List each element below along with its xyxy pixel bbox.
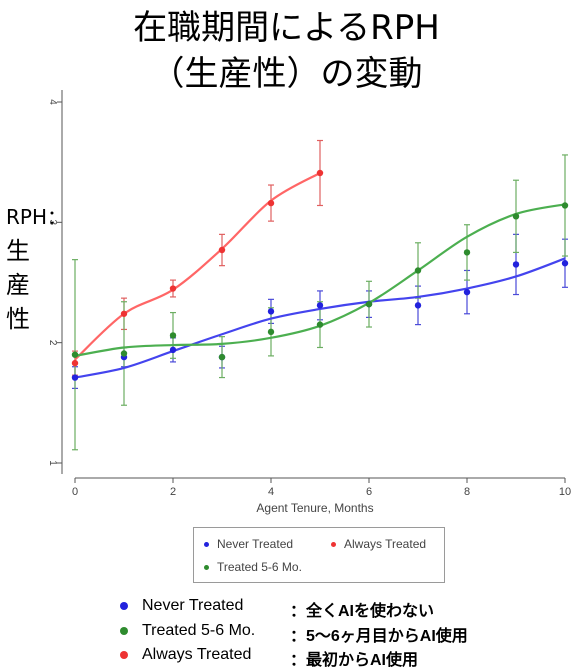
annotation-desc-always: ：最初からAI使用 — [290, 652, 419, 669]
legend-item-never: Never Treated — [204, 537, 293, 551]
chart-title-line1: 在職期間によるRPH — [133, 8, 440, 48]
data-point-treated — [218, 353, 226, 361]
legend-marker-always — [331, 542, 336, 548]
x-tick-label: 0 — [72, 486, 78, 498]
annotation-always: Always Treated ：最初からAI使用 — [120, 646, 418, 669]
data-point-always — [267, 199, 275, 207]
data-point-treated — [561, 202, 569, 209]
chart-title-line2: （生産性）の変動 — [150, 54, 423, 94]
y-axis-side-label-line3: 性 — [6, 305, 30, 333]
data-point-never — [267, 308, 275, 315]
legend-label-treated: Treated 5-6 Mo. — [217, 560, 302, 574]
x-tick-label: 10 — [559, 486, 571, 498]
data-point-treated — [71, 351, 79, 358]
legend-item-always: Always Treated — [331, 537, 426, 551]
data-point-always — [218, 246, 226, 254]
data-point-treated — [463, 249, 471, 256]
y-tick-label: 2 — [47, 340, 58, 346]
x-tick-label: 6 — [366, 486, 372, 498]
legend-label-never: Never Treated — [217, 537, 294, 551]
x-tick-label: 8 — [464, 486, 470, 498]
fit-line-always — [74, 172, 321, 361]
data-point-always — [169, 285, 177, 292]
legend-label-always: Always Treated — [344, 537, 427, 551]
annotation-bullet-treated — [120, 626, 128, 635]
legend-item-treated: Treated 5-6 Mo. — [204, 560, 302, 574]
annotation-treated: Treated 5-6 Mo. ：5～6ヶ月目からAI使用 — [120, 622, 468, 645]
data-point-never — [169, 346, 177, 354]
x-tick-label: 4 — [268, 486, 274, 498]
annotation-bullet-always — [120, 650, 128, 659]
legend-marker-never — [204, 542, 209, 548]
y-tick-label: 3 — [47, 220, 58, 226]
annotation-label-always: Always Treated — [142, 646, 252, 663]
data-point-never — [463, 288, 471, 296]
data-point-treated — [365, 300, 373, 308]
data-point-always — [71, 359, 79, 367]
y-tick-label: 4 — [47, 99, 58, 105]
x-axis-title: Agent Tenure, Months — [256, 501, 373, 515]
annotation-never: Never Treated ：全くAIを使わない — [120, 597, 434, 620]
data-point-never — [561, 260, 569, 267]
data-point-treated — [120, 350, 128, 357]
data-point-never — [71, 374, 79, 381]
data-point-treated — [512, 213, 520, 220]
data-point-never — [316, 302, 324, 309]
y-tick-label: 1 — [47, 460, 58, 466]
legend-marker-treated — [204, 565, 209, 571]
data-point-treated — [169, 332, 177, 339]
data-point-always — [316, 169, 324, 177]
data-point-treated — [414, 267, 422, 274]
data-point-always — [120, 310, 128, 317]
data-point-treated — [267, 328, 275, 336]
annotation-label-treated: Treated 5-6 Mo. — [142, 622, 256, 639]
annotation-bullet-never — [120, 601, 128, 610]
chart-legend: Never Treated Always Treated Treated 5-6… — [193, 527, 445, 583]
data-point-never — [512, 261, 520, 268]
annotation-label-never: Never Treated — [142, 597, 244, 614]
data-point-treated — [316, 321, 324, 328]
fit-line-never — [74, 257, 566, 379]
x-tick-label: 2 — [170, 486, 176, 498]
annotation-desc-never: ：全くAIを使わない — [290, 603, 435, 620]
y-axis-side-label-line2: 生産 — [6, 237, 30, 299]
annotation-desc-treated: ：5～6ヶ月目からAI使用 — [290, 628, 468, 645]
data-point-never — [414, 302, 422, 309]
